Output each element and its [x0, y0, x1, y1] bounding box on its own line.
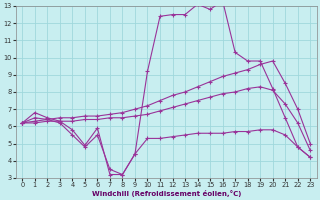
X-axis label: Windchill (Refroidissement éolien,°C): Windchill (Refroidissement éolien,°C) [92, 190, 241, 197]
